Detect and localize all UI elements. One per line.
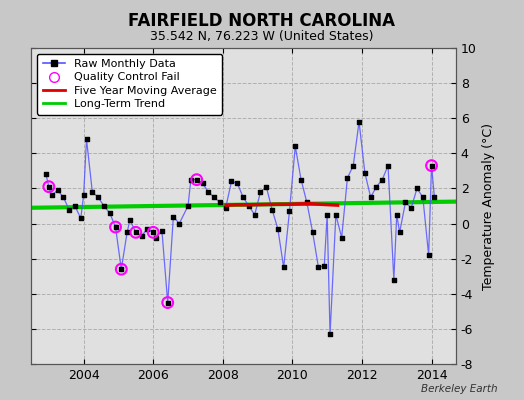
Text: Berkeley Earth: Berkeley Earth [421, 384, 498, 394]
Point [262, 184, 270, 190]
Point [149, 229, 157, 236]
Point [378, 176, 386, 183]
Point [424, 252, 433, 258]
Point [117, 266, 125, 272]
Point [132, 229, 140, 236]
Point [187, 176, 195, 183]
Point [88, 189, 96, 195]
Point [71, 203, 79, 209]
Text: 35.542 N, 76.223 W (United States): 35.542 N, 76.223 W (United States) [150, 30, 374, 43]
Point [163, 299, 172, 306]
Point [143, 226, 151, 232]
Point [285, 208, 293, 214]
Point [430, 194, 439, 200]
Point [53, 187, 62, 194]
Point [297, 176, 305, 183]
Point [419, 194, 427, 200]
Point [117, 266, 125, 272]
Point [392, 212, 401, 218]
Point [309, 229, 317, 236]
Point [366, 194, 375, 200]
Point [80, 192, 88, 199]
Point [137, 233, 146, 239]
Point [132, 229, 140, 236]
Point [401, 199, 410, 206]
Point [256, 189, 265, 195]
Point [332, 212, 340, 218]
Point [291, 143, 299, 150]
Point [361, 170, 369, 176]
Point [94, 194, 102, 200]
Point [320, 262, 329, 269]
Point [428, 162, 436, 169]
Legend: Raw Monthly Data, Quality Control Fail, Five Year Moving Average, Long-Term Tren: Raw Monthly Data, Quality Control Fail, … [37, 54, 222, 115]
Y-axis label: Temperature Anomaly (°C): Temperature Anomaly (°C) [482, 122, 495, 290]
Point [149, 229, 157, 236]
Point [158, 227, 166, 234]
Point [314, 264, 323, 271]
Point [45, 184, 53, 190]
Point [111, 224, 119, 230]
Point [77, 215, 85, 222]
Point [396, 229, 404, 236]
Point [428, 162, 436, 169]
Point [204, 189, 212, 195]
Point [279, 264, 288, 271]
Point [413, 185, 421, 192]
Point [384, 162, 392, 169]
Point [184, 203, 192, 209]
Point [123, 229, 132, 236]
Point [48, 192, 56, 199]
Point [337, 234, 346, 241]
Point [126, 217, 134, 223]
Point [42, 171, 50, 178]
Point [152, 234, 160, 241]
Point [355, 118, 363, 125]
Point [326, 331, 334, 337]
Point [82, 136, 91, 142]
Point [274, 226, 282, 232]
Point [169, 213, 178, 220]
Point [250, 212, 259, 218]
Point [59, 194, 68, 200]
Point [210, 194, 219, 200]
Text: FAIRFIELD NORTH CAROLINA: FAIRFIELD NORTH CAROLINA [128, 12, 396, 30]
Point [105, 210, 114, 216]
Point [163, 299, 172, 306]
Point [111, 224, 119, 230]
Point [198, 180, 206, 186]
Point [268, 206, 276, 213]
Point [100, 203, 108, 209]
Point [216, 199, 224, 206]
Point [45, 184, 53, 190]
Point [372, 184, 380, 190]
Point [343, 175, 352, 181]
Point [227, 178, 236, 185]
Point [222, 204, 230, 211]
Point [175, 220, 183, 227]
Point [407, 204, 416, 211]
Point [245, 203, 253, 209]
Point [303, 199, 311, 206]
Point [192, 176, 201, 183]
Point [349, 162, 357, 169]
Point [323, 212, 331, 218]
Point [192, 176, 201, 183]
Point [239, 194, 247, 200]
Point [390, 276, 398, 283]
Point [233, 180, 242, 186]
Point [65, 206, 73, 213]
